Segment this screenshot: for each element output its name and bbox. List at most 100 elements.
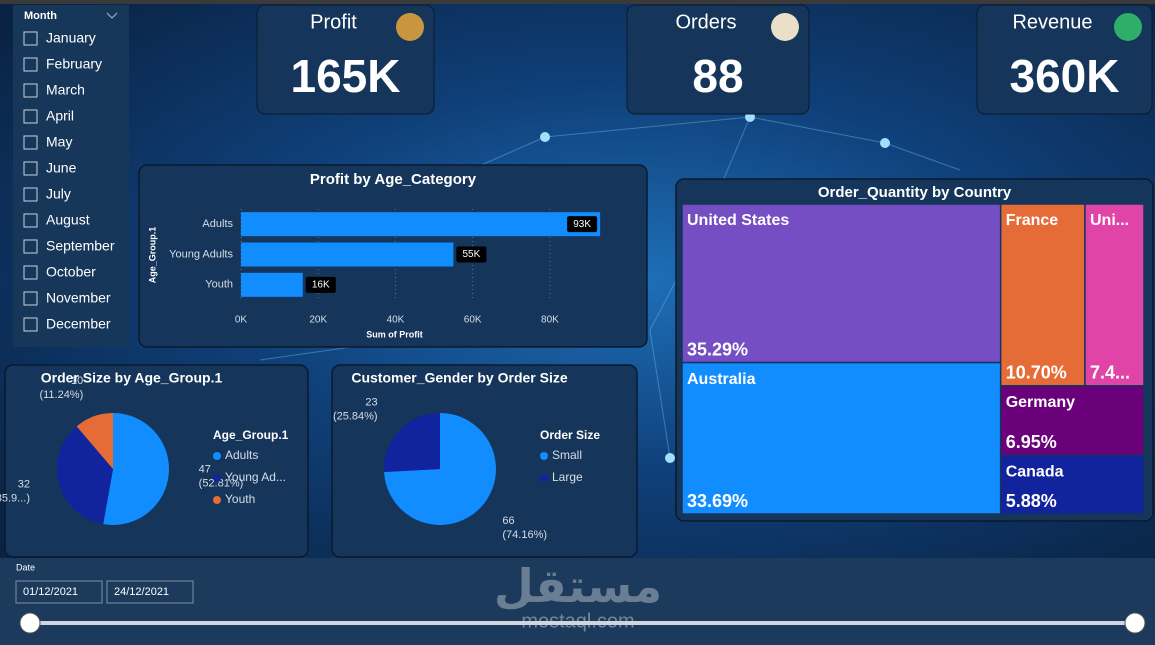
date-end: 24/12/2021 bbox=[114, 586, 169, 598]
treemap-tile[interactable] bbox=[999, 203, 1086, 387]
tile-label: France bbox=[1006, 212, 1059, 229]
x-tick-label: 60K bbox=[464, 315, 482, 326]
data-label-percent: (11.24%) bbox=[39, 389, 83, 401]
legend-marker[interactable] bbox=[540, 452, 548, 460]
month-option[interactable]: March bbox=[46, 82, 85, 98]
y-tick-label: Adults bbox=[202, 218, 233, 230]
chart-title: Order Size by Age_Group.1 bbox=[41, 370, 223, 386]
checkbox[interactable] bbox=[23, 213, 38, 228]
treemap-tile[interactable] bbox=[999, 385, 1145, 456]
legend-label[interactable]: Small bbox=[552, 448, 582, 462]
kpi-label: Revenue bbox=[1012, 11, 1092, 33]
legend-label[interactable]: Large bbox=[552, 470, 583, 484]
tile-value: 33.69% bbox=[687, 491, 748, 511]
treemap-tile[interactable] bbox=[1084, 203, 1145, 387]
checkbox[interactable] bbox=[23, 31, 38, 46]
value-label-box bbox=[305, 276, 336, 293]
month-option[interactable]: September bbox=[46, 238, 115, 254]
bar[interactable] bbox=[241, 242, 454, 267]
checkbox[interactable] bbox=[23, 317, 38, 332]
legend-marker[interactable] bbox=[213, 474, 221, 482]
legend-marker[interactable] bbox=[213, 496, 221, 504]
kpi-value: 165K bbox=[291, 50, 401, 102]
x-tick-label: 40K bbox=[387, 315, 405, 326]
pie-slice[interactable] bbox=[57, 426, 113, 525]
month-option[interactable]: June bbox=[46, 160, 77, 176]
slicer-chevron[interactable] bbox=[106, 12, 118, 19]
month-option[interactable]: January bbox=[46, 30, 96, 46]
checkbox[interactable] bbox=[23, 161, 38, 176]
y-tick-label: Young Adults bbox=[169, 248, 233, 260]
bar[interactable] bbox=[241, 272, 303, 297]
month-option[interactable]: November bbox=[46, 290, 111, 306]
x-tick-label: 0K bbox=[235, 315, 248, 326]
network-decoration bbox=[259, 116, 961, 459]
legend-title: Order Size bbox=[540, 428, 600, 442]
value-label: 93K bbox=[573, 219, 591, 230]
date-slider-end[interactable] bbox=[1124, 612, 1146, 634]
pie-slice[interactable] bbox=[103, 413, 170, 525]
checkbox[interactable] bbox=[23, 57, 38, 72]
date-slider-start[interactable] bbox=[19, 612, 41, 634]
month-option[interactable]: May bbox=[46, 134, 72, 150]
month-slicer-title: Month bbox=[24, 10, 57, 22]
tile-value: 5.88% bbox=[1006, 491, 1057, 511]
month-option[interactable]: October bbox=[46, 264, 96, 280]
value-label: 55K bbox=[462, 249, 480, 260]
kpi-label: Profit bbox=[310, 11, 357, 33]
date-slicer-title: Date bbox=[16, 562, 35, 572]
month-option[interactable]: July bbox=[46, 186, 71, 202]
checkbox[interactable] bbox=[23, 187, 38, 202]
legend-marker[interactable] bbox=[540, 474, 548, 482]
pie-slice[interactable] bbox=[76, 413, 113, 469]
month-slicer bbox=[13, 5, 129, 347]
month-option[interactable]: August bbox=[46, 212, 90, 228]
checkbox[interactable] bbox=[23, 291, 38, 306]
checkbox[interactable] bbox=[23, 239, 38, 254]
kpi-value: 88 bbox=[692, 50, 743, 102]
data-label-percent: (74.16%) bbox=[502, 529, 547, 541]
legend-label[interactable]: Youth bbox=[225, 492, 255, 506]
legend-label[interactable]: Young Ad... bbox=[225, 470, 286, 484]
watermark: مستقل bbox=[494, 560, 662, 612]
chart-title: Customer_Gender by Order Size bbox=[351, 370, 568, 386]
top-strip bbox=[0, 0, 1155, 4]
tile-value: 10.70% bbox=[1006, 363, 1067, 383]
tile-value: 6.95% bbox=[1006, 432, 1057, 452]
checkbox[interactable] bbox=[23, 83, 38, 98]
checkbox[interactable] bbox=[23, 109, 38, 124]
date-start-box[interactable] bbox=[15, 580, 103, 604]
treemap-tile[interactable] bbox=[999, 454, 1145, 515]
treemap-tile[interactable] bbox=[681, 361, 1002, 515]
value-label-box bbox=[567, 216, 598, 233]
pie-slice[interactable] bbox=[384, 413, 440, 472]
month-option[interactable]: December bbox=[46, 316, 111, 332]
legend-marker[interactable] bbox=[213, 452, 221, 460]
y-tick-label: Youth bbox=[205, 279, 233, 291]
chart-title: Order_Quantity by Country bbox=[818, 184, 1012, 201]
kpi-card bbox=[256, 4, 435, 115]
tile-label: Canada bbox=[1006, 463, 1064, 480]
month-option[interactable]: February bbox=[46, 56, 102, 72]
month-option[interactable]: April bbox=[46, 108, 74, 124]
value-label: 16K bbox=[312, 279, 330, 290]
data-label: 32 bbox=[18, 478, 30, 490]
pie-slice[interactable] bbox=[384, 413, 497, 526]
legend-label[interactable]: Adults bbox=[225, 448, 258, 462]
data-label-percent: (35.9...) bbox=[0, 492, 30, 504]
tile-label: Uni... bbox=[1090, 212, 1129, 229]
tile-value: 7.4... bbox=[1090, 363, 1130, 383]
treemap-tile[interactable] bbox=[681, 203, 1002, 364]
tile-label: Australia bbox=[687, 371, 756, 388]
checkbox[interactable] bbox=[23, 135, 38, 150]
checkbox[interactable] bbox=[23, 265, 38, 280]
bar[interactable] bbox=[241, 212, 601, 237]
data-label: 10 bbox=[71, 375, 83, 387]
x-tick-label: 20K bbox=[309, 315, 327, 326]
kpi-card bbox=[976, 4, 1153, 115]
chart-title: Profit by Age_Category bbox=[310, 171, 477, 188]
kpi-icon bbox=[771, 13, 799, 41]
kpi-value: 360K bbox=[1010, 50, 1120, 102]
date-end-box[interactable] bbox=[106, 580, 194, 604]
